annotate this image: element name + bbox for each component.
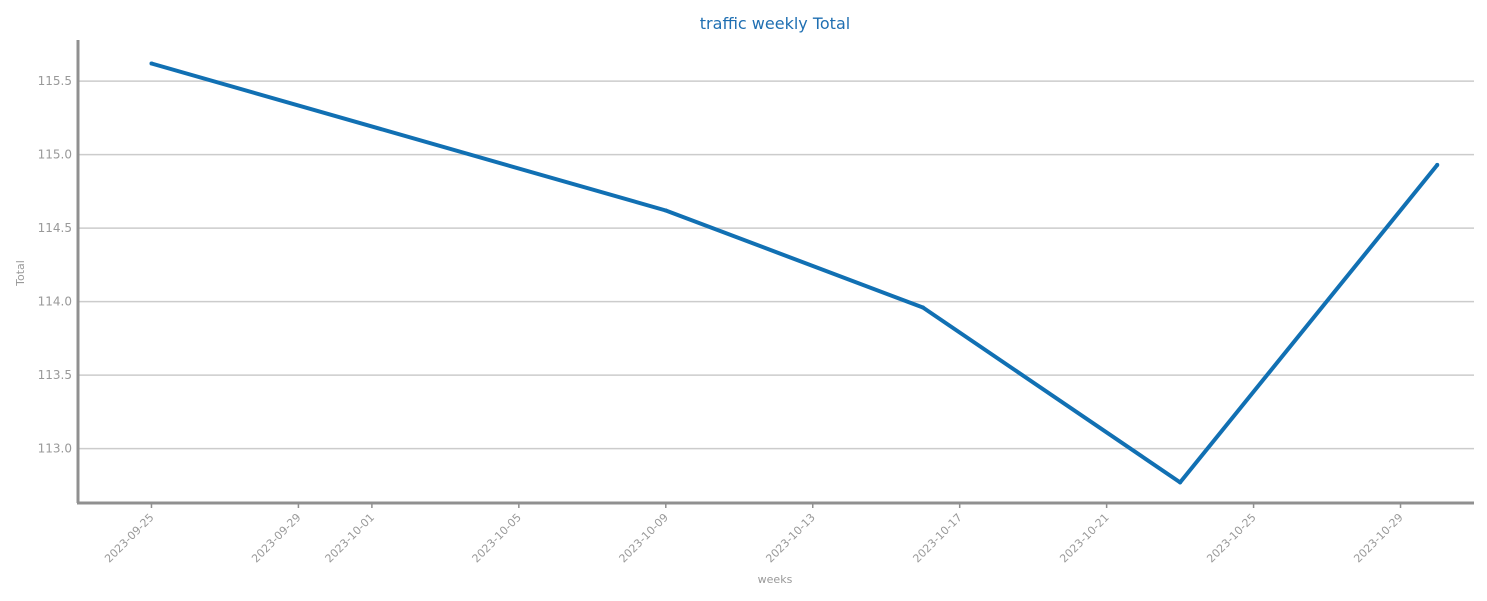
x-tick-label: 2023-10-13 [763, 511, 817, 565]
series-line [150, 61, 1439, 485]
y-tick-label: 113.5 [38, 368, 72, 382]
x-tick-label: 2023-10-05 [470, 511, 524, 565]
y-tick-label: 113.0 [38, 442, 72, 456]
series-group [149, 61, 1440, 485]
grid-lines [78, 80, 1474, 450]
data-point [663, 208, 668, 213]
x-axis-ticks: 2023-09-25 2023-09-29 2023-10-01 2023-10-05… [102, 503, 1406, 565]
y-axis-ticks: 113.0 113.5 114.0 114.5 115.0 115.5 [38, 74, 72, 455]
y-axis-label: Total [14, 260, 27, 287]
chart-title: traffic weekly Total [700, 14, 850, 33]
y-tick-label: 114.5 [38, 221, 72, 235]
y-tick-label: 114.0 [38, 295, 72, 309]
x-tick-label: 2023-10-25 [1204, 511, 1258, 565]
data-point [149, 61, 154, 66]
x-axis-label: weeks [758, 573, 793, 586]
data-point [1178, 480, 1183, 485]
y-tick-label: 115.0 [38, 148, 72, 162]
x-tick-label: 2023-10-29 [1351, 511, 1405, 565]
x-tick-label: 2023-10-21 [1057, 511, 1111, 565]
x-tick-label: 2023-10-17 [910, 511, 964, 565]
y-tick-label: 115.5 [38, 74, 72, 88]
data-point [1435, 162, 1440, 167]
data-point [920, 305, 925, 310]
x-tick-label: 2023-09-29 [249, 511, 303, 565]
x-tick-label: 2023-09-25 [102, 511, 156, 565]
x-tick-label: 2023-10-09 [617, 511, 671, 565]
x-tick-label: 2023-10-01 [323, 511, 377, 565]
